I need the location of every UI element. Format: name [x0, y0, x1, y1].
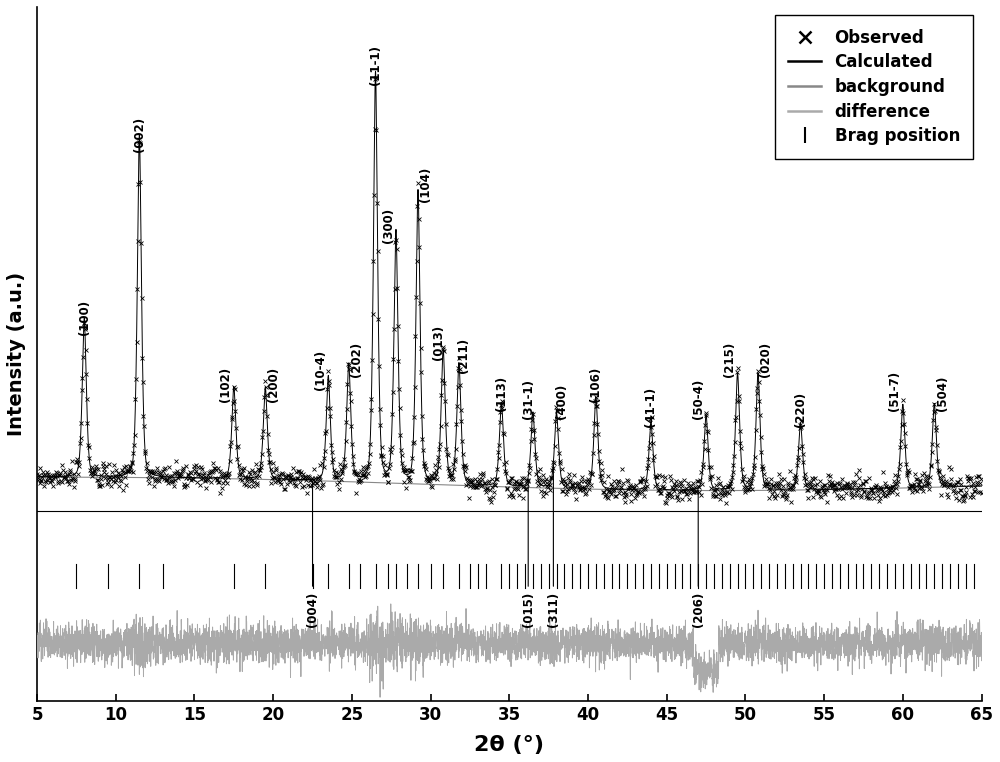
Text: (020): (020)	[759, 342, 772, 377]
Text: (015): (015)	[522, 479, 535, 627]
Text: (10-4): (10-4)	[314, 350, 327, 389]
Text: (002): (002)	[133, 117, 146, 152]
Text: (41-1): (41-1)	[644, 387, 657, 427]
Text: (113): (113)	[495, 376, 508, 411]
Text: (50-4): (50-4)	[692, 379, 705, 419]
Text: (215): (215)	[723, 342, 736, 377]
X-axis label: 2θ (°): 2θ (°)	[474, 735, 544, 755]
Y-axis label: Intensity (a.u.): Intensity (a.u.)	[7, 272, 26, 436]
Text: (206): (206)	[692, 491, 705, 627]
Text: (100): (100)	[78, 300, 91, 335]
Text: (31-1): (31-1)	[522, 379, 535, 419]
Text: (11-1): (11-1)	[369, 45, 382, 85]
Legend: Observed, Calculated, background, difference, Brag position: Observed, Calculated, background, differ…	[775, 15, 973, 158]
Text: (200): (200)	[267, 367, 280, 402]
Text: (300): (300)	[382, 208, 395, 243]
Text: (311): (311)	[547, 465, 560, 627]
Text: (211): (211)	[457, 338, 470, 373]
Text: (400): (400)	[555, 384, 568, 419]
Text: (106): (106)	[589, 367, 602, 402]
Text: (220): (220)	[794, 392, 807, 427]
Text: (104): (104)	[419, 166, 432, 202]
Text: (202): (202)	[350, 342, 363, 377]
Text: (102): (102)	[219, 367, 232, 402]
Text: (51-7): (51-7)	[888, 370, 901, 411]
Text: (004): (004)	[306, 482, 319, 627]
Text: (504): (504)	[936, 375, 949, 411]
Text: (013): (013)	[432, 325, 445, 360]
